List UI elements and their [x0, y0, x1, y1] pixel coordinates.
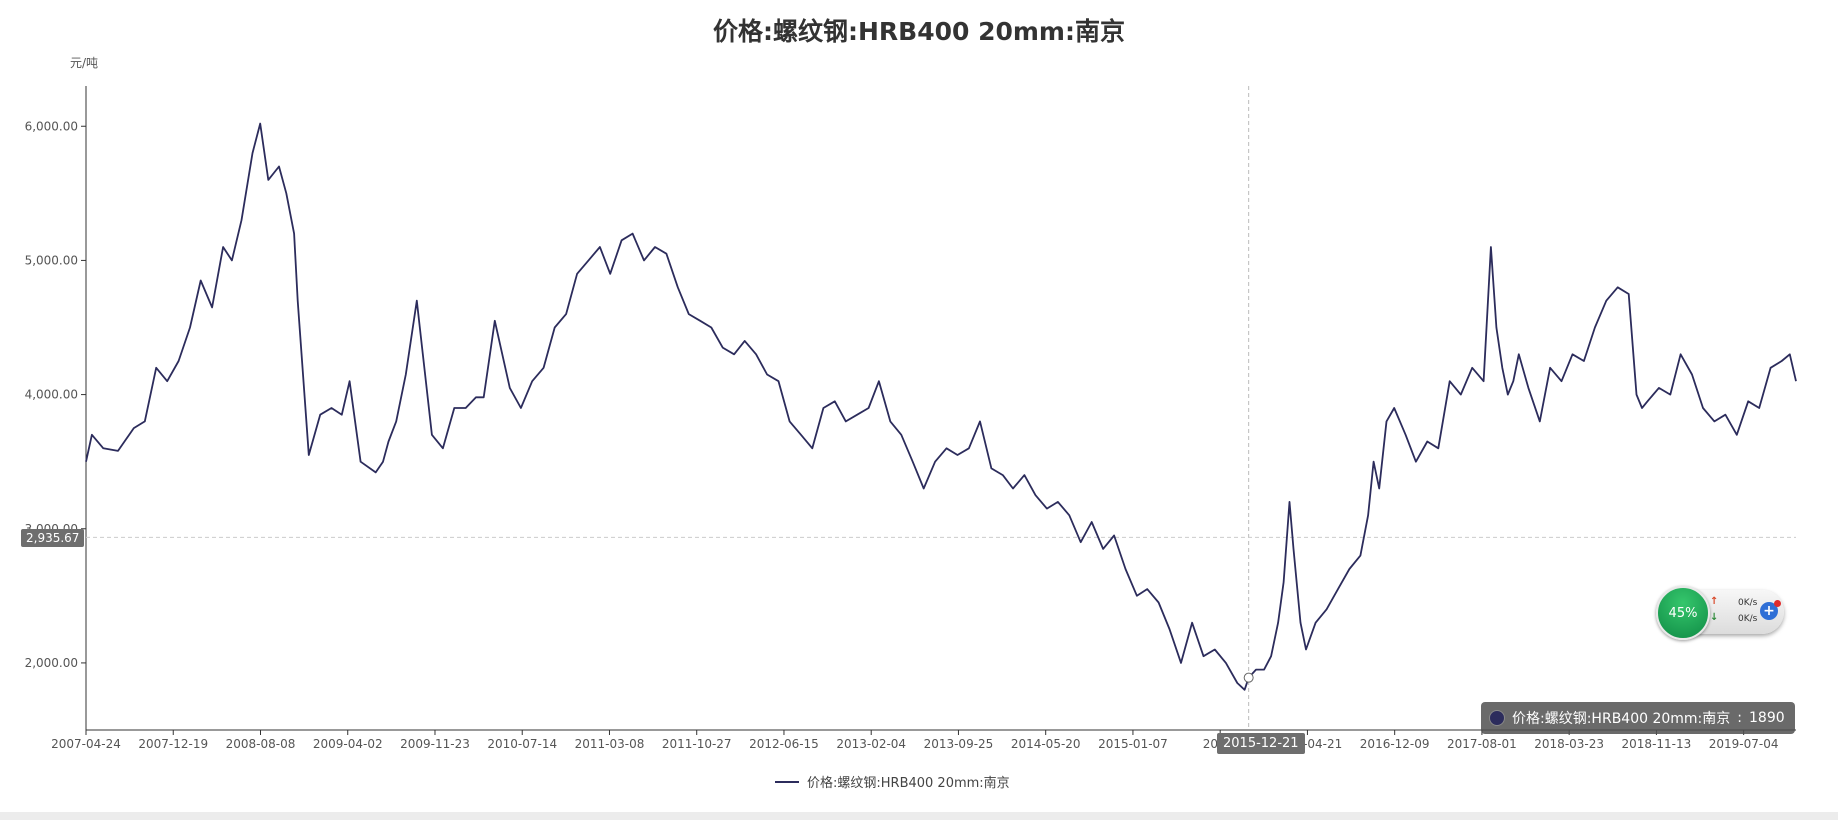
x-tick-label: 2009-04-02	[313, 737, 383, 751]
y-tick-label: 6,000.00	[25, 119, 78, 133]
crosshair-y-value-badge: 2,935.67	[21, 529, 85, 547]
memory-usage-gauge[interactable]: 45%	[1656, 586, 1710, 640]
download-rate: 0K/s	[1738, 614, 1758, 624]
upload-rate: 0K/s	[1738, 598, 1758, 608]
hovered-data-point	[1243, 672, 1254, 683]
x-tick-label: 2015-01-07	[1098, 737, 1168, 751]
x-tick-label: 2019-07-04	[1709, 737, 1779, 751]
add-icon[interactable]: +	[1760, 602, 1778, 620]
network-speed-widget[interactable]: 45% ↑ 0K/s ↓ 0K/s +	[1656, 586, 1784, 640]
tooltip-series-marker	[1489, 710, 1505, 726]
notification-dot-icon	[1774, 600, 1781, 607]
tooltip-value: 1890	[1749, 710, 1785, 726]
x-tick-label: 2016-12-09	[1360, 737, 1430, 751]
crosshair-layer	[86, 86, 1796, 730]
tooltip-series-name: 价格:螺纹钢:HRB400 20mm:南京	[1512, 711, 1731, 727]
x-tick-label: 2010-07-14	[487, 737, 557, 751]
x-tick-label: 2011-03-08	[575, 737, 645, 751]
legend-series-label: 价格:螺纹钢:HRB400 20mm:南京	[807, 776, 1010, 791]
y-tick-label: 2,000.00	[25, 656, 78, 670]
x-tick-label: 2012-06-15	[749, 737, 819, 751]
legend-line-swatch	[775, 780, 799, 783]
x-tick-label: 2017-08-01	[1447, 737, 1517, 751]
chart-title: 价格:螺纹钢:HRB400 20mm:南京	[712, 17, 1125, 46]
crosshair-x-date-badge: 2015-12-21	[1217, 733, 1305, 754]
price-series-line	[85, 122, 1797, 691]
series-layer	[85, 122, 1797, 691]
download-arrow-icon: ↓	[1710, 612, 1719, 623]
x-tick-label: 2013-09-25	[924, 737, 994, 751]
x-tick-label: 2007-04-24	[51, 737, 121, 751]
x-tick-label: 2007-12-19	[138, 737, 208, 751]
x-tick-label: 2013-02-04	[836, 737, 906, 751]
x-tick-label: 2008-08-08	[226, 737, 296, 751]
bottom-scroll-bar[interactable]	[0, 812, 1838, 820]
chart-legend[interactable]: 价格:螺纹钢:HRB400 20mm:南京	[775, 772, 1010, 791]
x-tick-label: 2009-11-23	[400, 737, 470, 751]
y-tick-label: 4,000.00	[25, 388, 78, 402]
x-tick-label: 2011-10-27	[662, 737, 732, 751]
x-tick-label: 2018-11-13	[1622, 737, 1692, 751]
axes-layer: 2,000.003,000.004,000.005,000.006,000.00…	[25, 86, 1796, 751]
tooltip-separator: :	[1737, 710, 1742, 726]
data-tooltip: 价格:螺纹钢:HRB400 20mm:南京: 1890	[1481, 702, 1795, 734]
x-tick-label: 2018-03-23	[1534, 737, 1604, 751]
upload-arrow-icon: ↑	[1710, 596, 1719, 607]
y-tick-label: 5,000.00	[25, 253, 78, 267]
x-tick-label: 2014-05-20	[1011, 737, 1081, 751]
y-axis-unit-label: 元/吨	[70, 56, 99, 70]
